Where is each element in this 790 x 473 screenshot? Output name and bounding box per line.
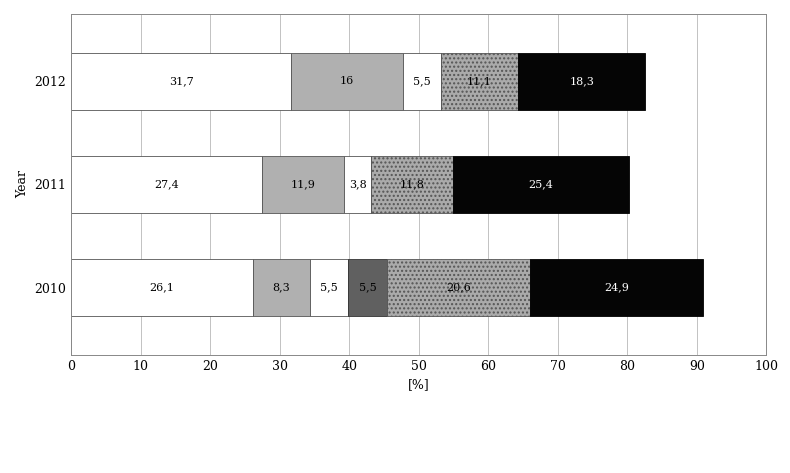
Y-axis label: Year: Year <box>16 170 28 199</box>
Bar <box>253 259 310 316</box>
Bar <box>71 53 292 110</box>
Bar <box>530 259 703 316</box>
X-axis label: [%]: [%] <box>408 378 430 391</box>
Bar <box>261 156 344 213</box>
Bar <box>310 259 348 316</box>
Text: 5,5: 5,5 <box>413 76 431 86</box>
Bar <box>292 53 403 110</box>
Text: 3,8: 3,8 <box>348 179 367 190</box>
Text: 11,1: 11,1 <box>467 76 492 86</box>
Bar <box>348 259 387 316</box>
Text: 18,3: 18,3 <box>570 76 594 86</box>
Text: 11,9: 11,9 <box>291 179 315 190</box>
Bar <box>518 53 645 110</box>
Text: 5,5: 5,5 <box>359 283 377 293</box>
Bar <box>403 53 441 110</box>
Text: 27,4: 27,4 <box>154 179 179 190</box>
Bar <box>344 156 371 213</box>
Text: 8,3: 8,3 <box>273 283 290 293</box>
Bar <box>71 259 253 316</box>
Bar <box>453 156 630 213</box>
Bar <box>371 156 453 213</box>
Text: 11,8: 11,8 <box>399 179 424 190</box>
Text: 16: 16 <box>340 76 354 86</box>
Text: 24,9: 24,9 <box>604 283 629 293</box>
Text: 31,7: 31,7 <box>169 76 194 86</box>
Text: 26,1: 26,1 <box>149 283 175 293</box>
Bar <box>441 53 518 110</box>
Text: 25,4: 25,4 <box>529 179 554 190</box>
Text: 20,6: 20,6 <box>446 283 471 293</box>
Text: 5,5: 5,5 <box>321 283 338 293</box>
Bar <box>71 156 261 213</box>
Bar <box>387 259 530 316</box>
